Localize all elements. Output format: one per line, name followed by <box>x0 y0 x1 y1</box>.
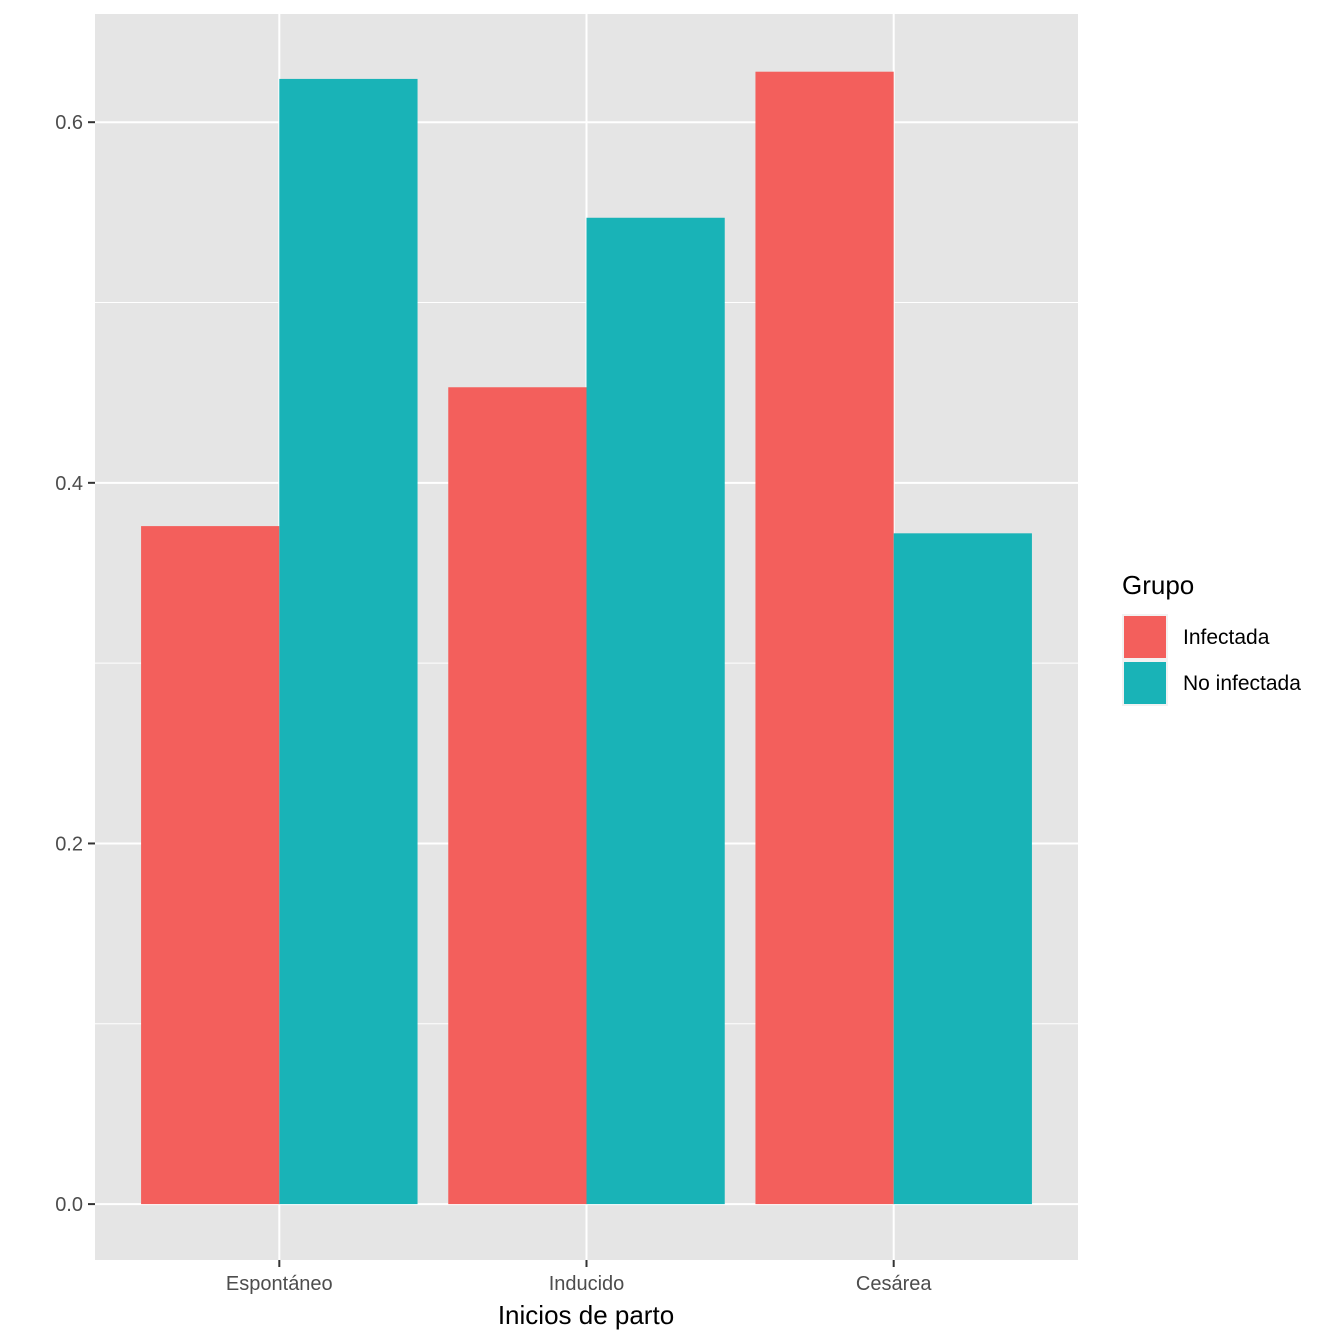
y-tick-label-0: 0.0 <box>55 1194 83 1216</box>
bar-no-infectada-2 <box>893 533 1032 1205</box>
x-tick-label-2: Cesárea <box>856 1273 932 1295</box>
legend-label-1: No infectada <box>1183 672 1301 695</box>
bar-infectada-1 <box>448 387 587 1205</box>
legend: Grupo Infectada No infectada <box>1122 570 1301 706</box>
bars <box>141 71 1032 1205</box>
axes: 0.0 0.2 0.4 0.6 Espontáneo Inducido Cesárea <box>55 112 932 1295</box>
x-tick-label-0: Espontáneo <box>226 1273 333 1295</box>
legend-key-infectada <box>1124 616 1166 658</box>
y-tick-label-3: 0.6 <box>55 112 83 134</box>
bar-infectada-0 <box>141 526 280 1205</box>
legend-label-0: Infectada <box>1183 626 1270 649</box>
bar-no-infectada-0 <box>279 78 418 1205</box>
legend-title: Grupo <box>1122 570 1194 600</box>
bar-no-infectada-1 <box>586 217 725 1205</box>
y-tick-label-1: 0.2 <box>55 833 83 855</box>
x-axis-title: Inicios de parto <box>498 1300 674 1330</box>
bar-infectada-2 <box>755 71 894 1205</box>
y-tick-label-2: 0.4 <box>55 473 83 495</box>
legend-key-no-infectada <box>1124 662 1166 704</box>
x-tick-label-1: Inducido <box>549 1273 625 1295</box>
